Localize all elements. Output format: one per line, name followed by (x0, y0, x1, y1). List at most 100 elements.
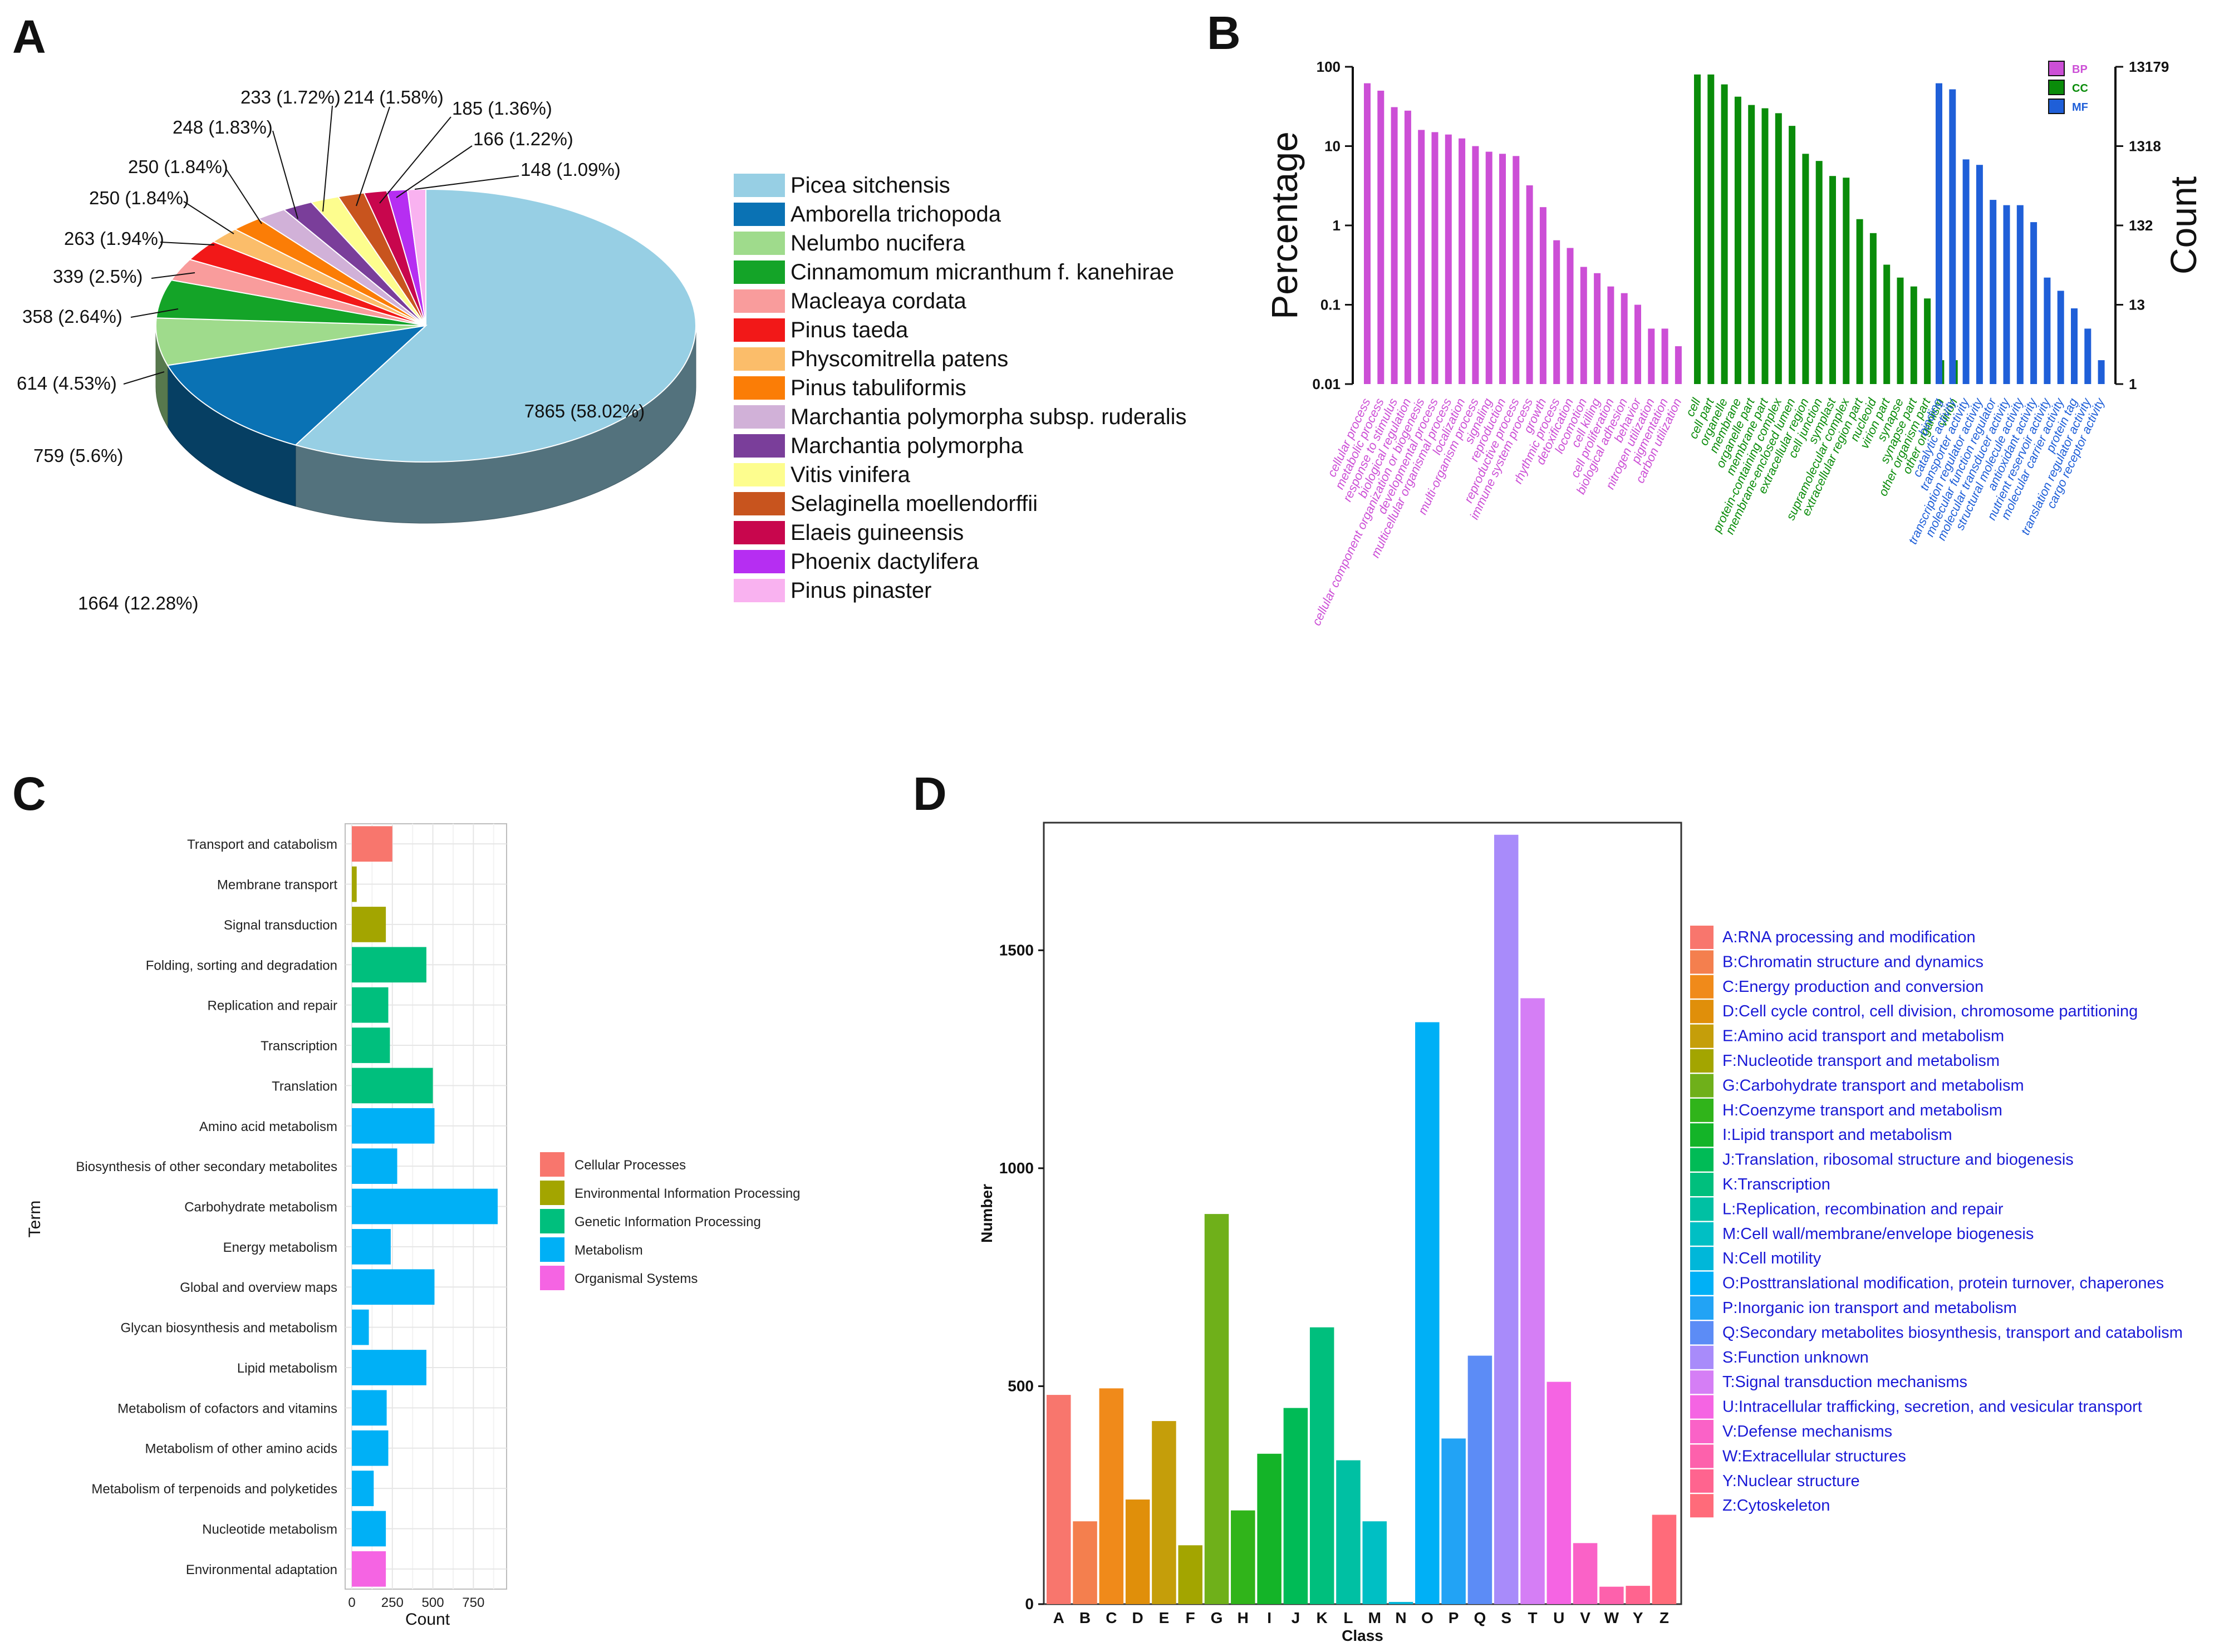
x-tick-label: L (1343, 1609, 1353, 1626)
legend-label: C:Energy production and conversion (1722, 978, 1983, 996)
legend-label: U:Intracellular trafficking, secretion, … (1722, 1398, 2142, 1416)
pie-slice (294, 188, 696, 463)
kegg-bar (352, 1229, 391, 1265)
y-tick-label: Metabolism of other amino acids (145, 1442, 338, 1457)
x-tick-label: V (1580, 1609, 1590, 1626)
cog-bar (1388, 1602, 1413, 1604)
go-bar (1883, 264, 1891, 384)
y-axis-title: Percentage (1264, 131, 1305, 319)
go-bar (1459, 138, 1466, 385)
cog-bar (1336, 1460, 1361, 1604)
legend-label: S:Function unknown (1722, 1349, 1869, 1366)
pie-data-label: 148 (1.09%) (521, 159, 621, 180)
go-bar (1377, 90, 1384, 384)
go-bar (1621, 293, 1628, 384)
go-bar (2044, 277, 2051, 384)
kegg-bar (352, 1309, 369, 1345)
legend-label: Environmental Information Processing (575, 1186, 801, 1201)
legend-label: L:Replication, recombination and repair (1722, 1200, 2004, 1218)
legend-swatch (2048, 99, 2065, 114)
legend-swatch (2048, 61, 2065, 76)
y-tick-label: 1 (1333, 217, 1341, 234)
leader-line (396, 145, 473, 198)
legend-swatch (1690, 1222, 1714, 1246)
go-bar (2057, 291, 2064, 384)
cog-bar (1441, 1438, 1466, 1604)
go-bar (1499, 154, 1506, 384)
pie-data-label: 358 (2.64%) (22, 306, 122, 327)
legend-swatch (1690, 1074, 1714, 1098)
legend-swatch (734, 463, 785, 486)
y-tick-label: Metabolism of terpenoids and polyketides (91, 1482, 337, 1497)
pie-chart-panel: 7865 (58.02%) 1664 (12.28%) 759 (5.6%) 614 … (17, 87, 1186, 613)
leader-line (151, 272, 195, 279)
y-tick-label: 1000 (999, 1159, 1034, 1177)
go-bar (1748, 105, 1755, 385)
legend-swatch (1690, 1123, 1714, 1147)
go-bar (1843, 178, 1850, 384)
x-tick-label: H (1238, 1609, 1249, 1626)
kegg-bar (352, 826, 392, 862)
legend-swatch (734, 405, 785, 429)
x-tick-label: B (1079, 1609, 1091, 1626)
x-axis-title: Count (405, 1610, 450, 1629)
y-tick-label: Nucleotide metabolism (202, 1522, 337, 1537)
go-bar (2016, 205, 2024, 384)
go-bar (2071, 308, 2078, 384)
x-tick-label: P (1449, 1609, 1459, 1626)
legend-label: Picea sitchensis (791, 173, 950, 198)
y-tick-label: Lipid metabolism (237, 1361, 337, 1376)
kegg-bar (352, 987, 389, 1023)
y-axis-title: Number (978, 1184, 995, 1243)
legend-swatch (1690, 1148, 1714, 1172)
cog-bar (1283, 1408, 1308, 1604)
panel-label-b: B (1207, 7, 1241, 59)
legend-label: Y:Nuclear structure (1722, 1472, 1860, 1490)
cog-bar (1257, 1453, 1282, 1604)
cog-bar (1573, 1543, 1598, 1604)
y-tick-label: Translation (272, 1079, 337, 1094)
go-bar (1553, 240, 1560, 384)
go-bar-chart-panel: 100 13179 10 1318 1 132 0.1 13 0.01 1 Percentage Co… (1264, 58, 2204, 628)
legend-swatch (734, 579, 785, 602)
y2-tick-label: 1318 (2129, 138, 2161, 155)
y-tick-label: Membrane transport (217, 878, 337, 893)
kegg-bar (352, 866, 357, 902)
x-tick-label: 0 (348, 1595, 355, 1610)
legend-label: J:Translation, ribosomal structure and b… (1722, 1151, 2074, 1169)
go-bar (2098, 360, 2105, 384)
cog-bar (1599, 1586, 1624, 1604)
cog-bar (1152, 1421, 1176, 1604)
pie-data-label: 263 (1.94%) (64, 228, 164, 249)
cog-bar (1073, 1521, 1097, 1604)
go-bar (1634, 304, 1641, 384)
go-bar (1976, 165, 1983, 384)
go-bar (1675, 346, 1682, 384)
y-tick-label: Carbohydrate metabolism (184, 1200, 337, 1215)
go-bar (1594, 273, 1601, 384)
cog-bar (1099, 1388, 1124, 1604)
x-tick-label: U (1553, 1609, 1564, 1626)
x-tick-label: J (1292, 1609, 1300, 1626)
legend-label: Phoenix dactylifera (791, 549, 979, 574)
y-tick-label: 10 (1324, 138, 1341, 155)
go-bar (1661, 328, 1668, 384)
y-tick-label: Glycan biosynthesis and metabolism (120, 1321, 337, 1336)
legend-swatch (1690, 1049, 1714, 1073)
go-bar (2084, 328, 2091, 384)
leader-line (414, 175, 519, 190)
legend-label: Marchantia polymorpha (791, 434, 1024, 458)
pie-data-label: 250 (1.84%) (89, 188, 189, 208)
legend-swatch (540, 1266, 564, 1290)
go-bar (1391, 107, 1398, 384)
go-bar (1526, 185, 1533, 384)
legend-label: O:Posttranslational modification, protei… (1722, 1275, 2164, 1292)
y-axis-title: Term (26, 1201, 44, 1238)
legend-swatch (734, 203, 785, 226)
go-bar (1364, 83, 1371, 385)
go-bar (1404, 110, 1411, 385)
cog-bar-chart-panel: 0 500 1000 1500 A B C D E F G H I J K L M N O P Q S T U V W Y Z Clas… (978, 822, 2183, 1644)
go-bar (1694, 74, 1701, 384)
y-tick-label: Amino acid metabolism (199, 1119, 337, 1134)
go-bar (2003, 205, 2010, 384)
